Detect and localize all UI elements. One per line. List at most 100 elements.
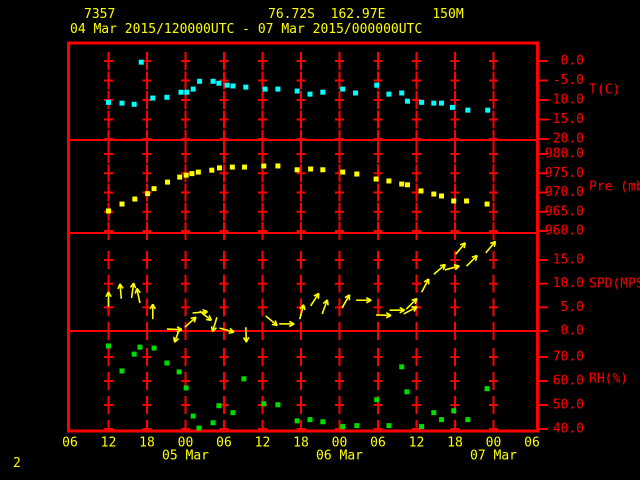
y-axis-tick-label: 40.0 [553, 422, 584, 437]
y-axis-tick-label: 15.0 [553, 253, 584, 268]
y-axis-tick-label: 980.0 [545, 147, 584, 162]
wind-arrow [385, 314, 392, 319]
pressure-point [183, 172, 189, 178]
wind-arrow [493, 241, 497, 247]
wind-arrow [405, 298, 418, 310]
wind-arrow [399, 309, 405, 314]
time-range-title: 04 Mar 2015/120000UTC - 07 Mar 2015/0000… [70, 22, 423, 37]
y-axis-tick-label: 70.0 [553, 350, 584, 365]
temperature-point [138, 59, 144, 65]
x-axis-hour-label: 00 [332, 436, 348, 451]
x-axis-date-label: 06 Mar [316, 449, 363, 464]
pressure-point [242, 164, 248, 170]
x-axis-hour-label: 12 [101, 436, 117, 451]
pressure-point [229, 164, 235, 170]
pressure-point [165, 179, 171, 185]
wind-arrow [485, 240, 497, 254]
pressure-series [106, 163, 490, 214]
temperature-point [307, 91, 313, 97]
temperature-point [465, 107, 471, 113]
wind-arrow [463, 242, 467, 249]
y-axis-tick-label: 970.0 [545, 185, 584, 200]
temperature-point [190, 86, 196, 92]
pressure-point [209, 167, 215, 173]
y-axis-tick-label: 965.0 [545, 204, 584, 219]
temperature-point [431, 100, 437, 106]
y-axis-tick-label: -5.0 [553, 73, 584, 88]
temperature-point [374, 82, 380, 88]
x-axis-hour-label: 00 [178, 436, 194, 451]
humidity-point [119, 368, 125, 374]
pressure-point [399, 181, 405, 187]
x-axis-hour-label: 18 [139, 436, 155, 451]
humidity-point [484, 386, 490, 392]
temperature-point [353, 90, 359, 96]
humidity-point [307, 417, 313, 423]
pressure-point [451, 198, 457, 204]
y-axis-tick-label: 975.0 [545, 166, 584, 181]
temperature-point [230, 83, 236, 89]
temperature-point [340, 86, 346, 92]
y-axis-tick-label: 5.0 [561, 300, 584, 315]
wind-arrow [326, 299, 329, 306]
y-axis-tick-label: 0.0 [561, 54, 584, 69]
wind-arrow [193, 316, 197, 323]
temperature-point [106, 99, 111, 105]
humidity-point [151, 345, 157, 351]
x-axis-date-label: 07 Mar [470, 449, 517, 464]
pressure-point [132, 196, 138, 202]
pressure-point [405, 182, 411, 188]
humidity-point [399, 364, 405, 370]
wind-arrow [376, 314, 392, 317]
y-axis-tick-label: 60.0 [553, 374, 584, 389]
wind-arrow [455, 242, 466, 255]
humidity-point [404, 389, 410, 395]
y-axis-tick-label: 10.0 [553, 276, 584, 291]
pressure-point [320, 167, 326, 173]
humidity-point [164, 360, 170, 366]
temperature-point [449, 104, 455, 110]
humidity-point [230, 410, 236, 416]
wind_speed-series [105, 240, 497, 343]
wind-arrow [205, 318, 212, 322]
pressure-point [464, 198, 470, 204]
x-axis-hour-label: 12 [255, 436, 271, 451]
wind-arrow [433, 263, 446, 275]
humidity-series [106, 343, 490, 431]
pressure-point [340, 169, 346, 175]
y-axis-title-pressure: Pre (mb) [589, 180, 640, 195]
temperature-point [275, 86, 281, 92]
wind-arrow [173, 336, 176, 343]
wind-arrow [211, 317, 218, 332]
humidity-point [210, 420, 216, 426]
humidity-point [451, 408, 457, 414]
humidity-point [320, 419, 326, 425]
pressure-point [275, 163, 281, 169]
temperature-point [216, 80, 222, 86]
wind-arrow [173, 327, 181, 343]
x-axis-hour-label: 06 [524, 436, 540, 451]
x-axis-hour-label: 06 [370, 436, 386, 451]
y-axis-tick-label: -10.0 [545, 93, 584, 108]
pressure-point [195, 169, 201, 175]
pressure-point [294, 167, 300, 173]
humidity-point [340, 424, 346, 430]
wind-arrow [298, 304, 305, 320]
humidity-point [465, 417, 471, 423]
pressure-point [189, 171, 195, 177]
y-axis-title-wind_speed: SPD(MPS) [589, 277, 640, 292]
humidity-point [216, 403, 222, 409]
wind-arrow [465, 254, 478, 267]
humidity-point [431, 410, 437, 416]
pressure-point [106, 208, 111, 214]
wind-arrow [152, 303, 157, 310]
y-axis-title-humidity: RH(%) [589, 372, 628, 387]
page-number: 2 [13, 456, 21, 471]
temperature-point [262, 86, 268, 92]
temperature-point [210, 78, 216, 84]
y-axis-tick-label: -20.0 [545, 132, 584, 147]
wind-arrow [184, 316, 197, 328]
humidity-point [374, 397, 380, 403]
humidity-point [419, 424, 425, 430]
